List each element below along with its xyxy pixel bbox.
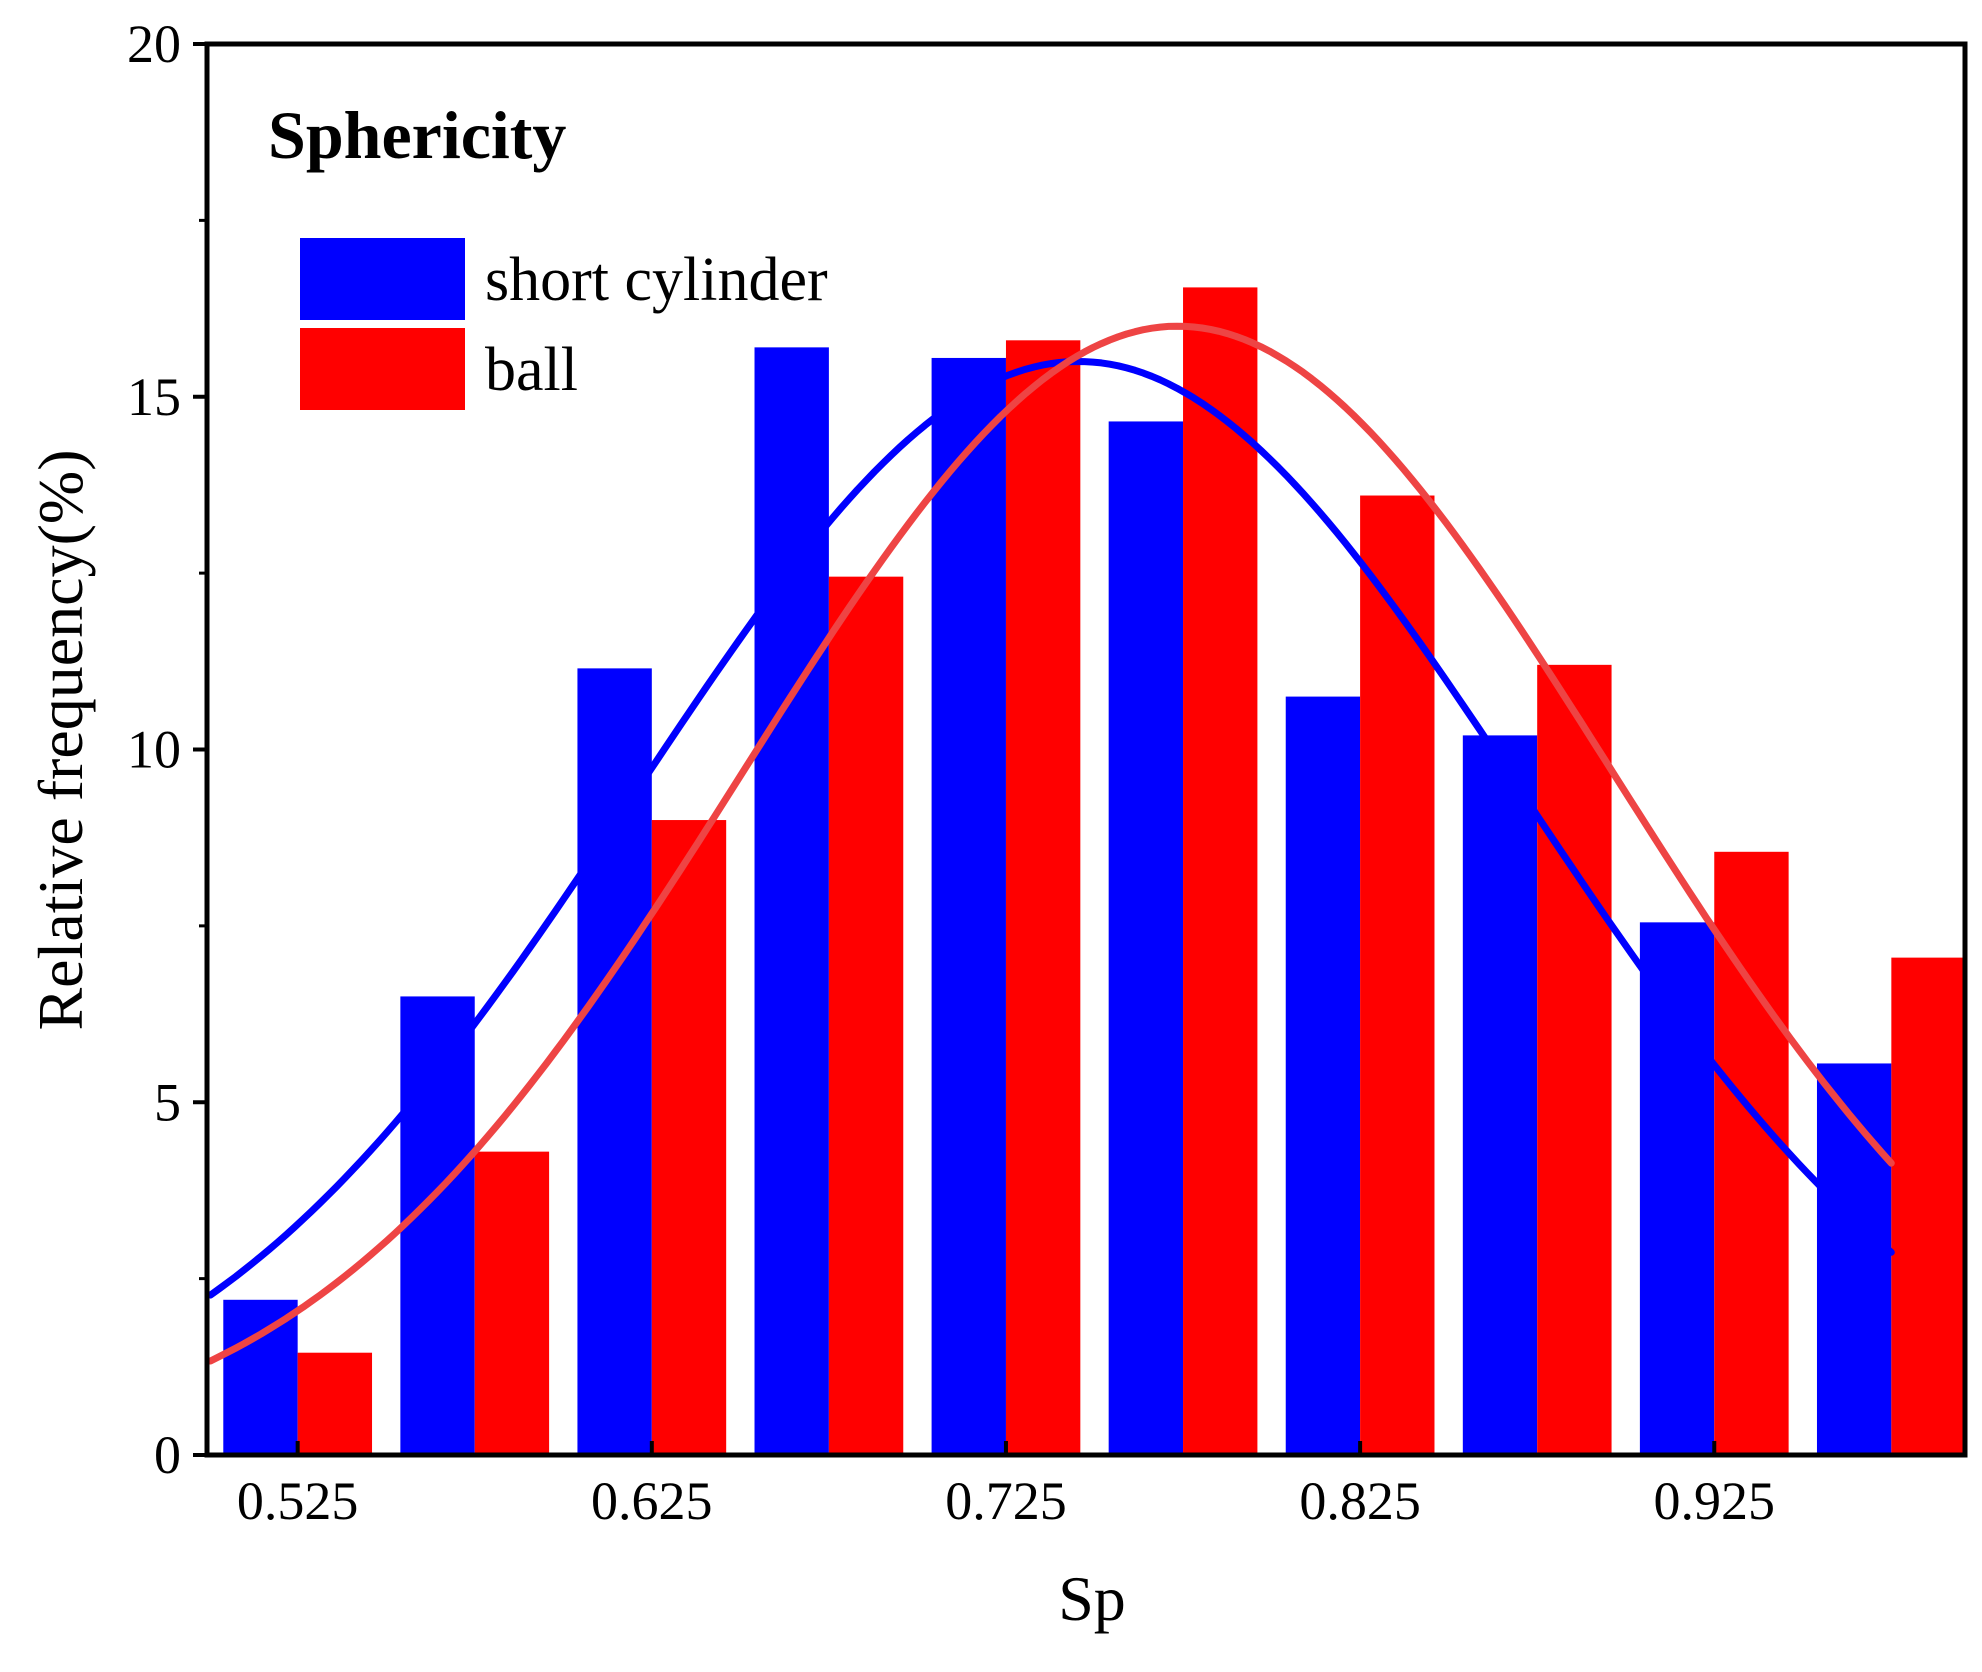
ticks-layer: 0 5 10 15 20 0.525 0.625 0.725 0.825 0.925 [127, 14, 1775, 1531]
y-tick-label-0: 0 [154, 1425, 181, 1485]
x-tick-label-0.825: 0.825 [1299, 1471, 1421, 1531]
x-tick-label-0.625: 0.625 [591, 1471, 713, 1531]
bar-short-cylinder-0 [223, 1299, 298, 1455]
legend-label-ball: ball [485, 336, 578, 404]
bar-short-cylinder-4 [931, 357, 1006, 1455]
bar-short-cylinder-7 [1462, 735, 1538, 1455]
x-tick-label-0.925: 0.925 [1654, 1471, 1776, 1531]
bar-ball-5 [1183, 287, 1258, 1456]
bar-ball-6 [1360, 495, 1435, 1455]
legend-swatch-ball [300, 328, 465, 410]
bar-ball-2 [651, 820, 727, 1455]
bar-short-cylinder-8 [1639, 922, 1715, 1455]
bar-ball-0 [297, 1352, 373, 1455]
bar-ball-9 [1891, 957, 1966, 1455]
bar-short-cylinder-2 [577, 668, 652, 1455]
x-axis-title: Sp [1058, 1563, 1126, 1634]
bars-layer [223, 287, 1966, 1456]
y-tick-label-20: 20 [127, 14, 181, 74]
bar-ball-1 [474, 1151, 550, 1455]
legend-label-short-cylinder: short cylinder [485, 246, 828, 314]
x-tick-label-0.725: 0.725 [945, 1471, 1067, 1531]
bar-short-cylinder-3 [754, 347, 829, 1455]
legend-swatch-short-cylinder [300, 238, 465, 320]
bar-short-cylinder-9 [1816, 1063, 1892, 1455]
bar-ball-4 [1005, 340, 1081, 1455]
bar-short-cylinder-5 [1108, 421, 1184, 1455]
bar-ball-3 [828, 576, 904, 1455]
fit-curve-short-cylinder [207, 358, 1895, 1299]
fit-curves-layer [207, 322, 1895, 1365]
fit-curve-ball [207, 322, 1895, 1365]
bar-short-cylinder-6 [1285, 696, 1361, 1455]
y-axis-title: Relative frequency(%) [25, 449, 96, 1030]
y-tick-label-15: 15 [127, 367, 181, 427]
legend: short cylinder ball [300, 238, 828, 410]
bar-short-cylinder-1 [400, 996, 475, 1455]
chart-title: Sphericity [268, 97, 566, 173]
x-tick-label-0.525: 0.525 [237, 1471, 359, 1531]
y-tick-label-5: 5 [154, 1072, 181, 1132]
y-tick-label-10: 10 [127, 720, 181, 780]
bar-ball-7 [1537, 664, 1612, 1455]
